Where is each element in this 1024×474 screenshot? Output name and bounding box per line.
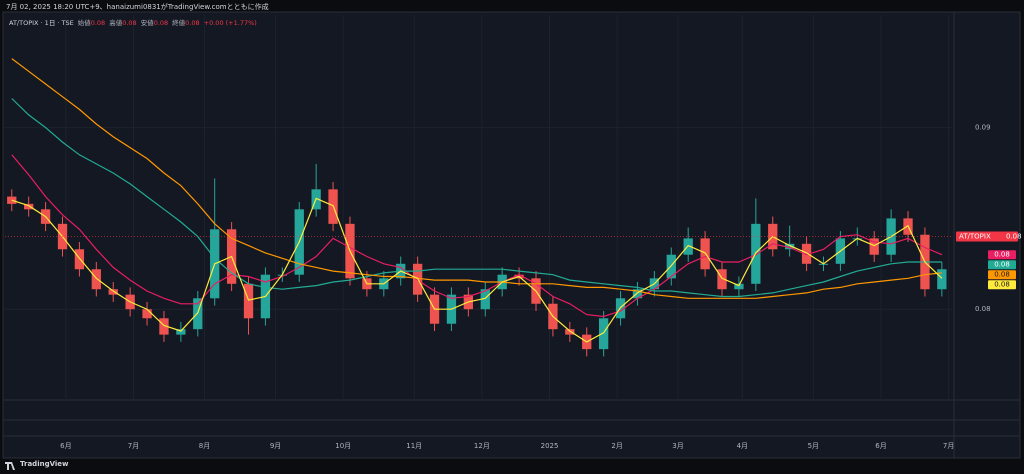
- candle-body: [937, 269, 947, 290]
- legend-symbol: AT/TOPIX · 1日 · TSE: [9, 19, 74, 27]
- x-tick-label: 2月: [611, 442, 622, 450]
- y-tick-label: 0.09: [975, 124, 991, 132]
- ma-line: [11, 154, 943, 318]
- candle-body: [176, 329, 186, 335]
- legend-value: 0.08: [153, 19, 169, 27]
- legend-change: +0.00 (+1.77%): [203, 19, 257, 27]
- series-last-bg: [988, 280, 1016, 290]
- candle-body: [683, 238, 693, 255]
- legend: AT/TOPIX · 1日 · TSE 始値0.08 高値0.08 安値0.08 終値0…: [9, 17, 257, 27]
- series-last-label: 0.08: [994, 271, 1010, 279]
- price-label-value: 0.08: [1006, 233, 1022, 241]
- series-last-label: 0.08: [994, 261, 1010, 269]
- candle-body: [734, 283, 744, 290]
- x-tick-label: 7月: [128, 442, 139, 450]
- candle-body: [24, 203, 34, 210]
- series-last-label: 0.08: [994, 281, 1010, 289]
- x-tick-label: 8月: [199, 442, 210, 450]
- candle-body: [243, 283, 254, 319]
- x-tick-label: 6月: [875, 442, 886, 450]
- candle-body: [193, 298, 203, 330]
- candle-body: [480, 289, 490, 310]
- series-last-label: 0.08: [994, 251, 1010, 259]
- x-tick-label: 6月: [60, 442, 71, 450]
- header: 7月 02, 2025 18:20 UTC+9、hanaizumi0831がTr…: [6, 3, 269, 11]
- candle-body: [598, 318, 609, 350]
- price-label-bg: [956, 231, 1018, 242]
- legend-label: 始値: [77, 19, 91, 27]
- y-tick-label: 0.08: [975, 305, 991, 313]
- series-last-bg: [988, 270, 1016, 280]
- candle-body: [632, 289, 643, 299]
- ma-line: [11, 197, 943, 343]
- ma-line: [11, 98, 942, 298]
- price-label-name: AT/TOPIX: [959, 233, 991, 241]
- legend-label: 終値: [172, 19, 186, 27]
- logo: [5, 462, 15, 470]
- candle-body: [142, 309, 152, 319]
- ma-line: [11, 58, 942, 299]
- candle-body: [74, 249, 85, 270]
- x-tick-label: 10月: [335, 442, 351, 450]
- candle-body: [666, 254, 676, 279]
- x-tick-label: 4月: [737, 442, 748, 450]
- candle-body: [159, 318, 169, 335]
- x-tick-label: 9月: [270, 442, 281, 450]
- candle-body: [869, 238, 879, 255]
- series-last-bg: [988, 250, 1016, 260]
- x-tick-label: 7月: [943, 442, 954, 450]
- candle-body: [785, 243, 795, 250]
- legend-value: 0.08: [122, 19, 137, 27]
- legend-value: 0.08: [90, 19, 106, 27]
- candle-body: [91, 269, 101, 290]
- legend-label: 高値: [109, 19, 123, 27]
- x-tick-label: 5月: [808, 442, 819, 450]
- x-tick-label: 11月: [406, 442, 422, 450]
- candle-body: [7, 196, 17, 204]
- series-last-bg: [988, 260, 1016, 270]
- candle-body: [801, 243, 812, 264]
- x-tick-label: 12月: [474, 442, 490, 450]
- footer: TradingView: [20, 460, 69, 468]
- legend-value: 0.08: [185, 19, 200, 27]
- chart-panel: [2, 11, 1021, 459]
- candle-body: [565, 329, 575, 335]
- legend-label: 安値: [140, 19, 154, 27]
- candle-body: [717, 269, 727, 290]
- x-tick-label: 2025: [541, 442, 559, 450]
- candle-body: [108, 289, 118, 295]
- x-tick-label: 3月: [672, 442, 683, 450]
